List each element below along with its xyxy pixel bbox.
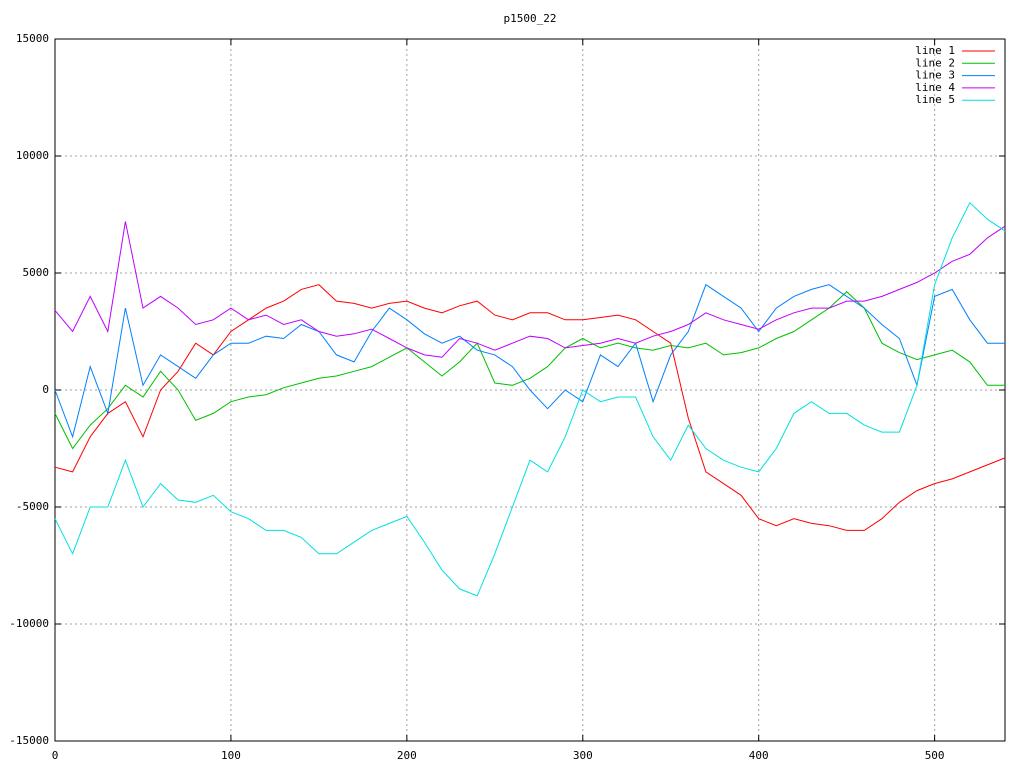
- data-line: [54, 201, 1006, 597]
- chart-title: p1500_22: [504, 12, 557, 25]
- legend-label: line 4: [915, 81, 955, 94]
- y-tick-label: -15000: [9, 734, 49, 747]
- data-line: [54, 283, 1005, 439]
- x-tick-label: 0: [52, 749, 59, 762]
- legend-label: line 2: [915, 56, 955, 69]
- x-tick-label: 500: [925, 749, 945, 762]
- y-tick-label: -5000: [16, 500, 49, 513]
- x-tick-label: 100: [221, 749, 241, 762]
- x-tick-label: 200: [397, 749, 417, 762]
- y-tick-label: 10000: [16, 149, 49, 162]
- x-tick-label: 400: [749, 749, 769, 762]
- data-line: [54, 221, 1006, 358]
- y-tick-label: 15000: [16, 32, 49, 45]
- x-tick-label: 300: [573, 749, 593, 762]
- legend-label: line 1: [915, 44, 955, 57]
- legend-label: line 3: [915, 69, 955, 82]
- data-line: [54, 291, 1005, 450]
- y-tick-label: 0: [42, 383, 49, 396]
- legend-label: line 5: [915, 93, 955, 106]
- y-tick-label: -10000: [9, 617, 49, 630]
- y-tick-label: 5000: [23, 266, 50, 279]
